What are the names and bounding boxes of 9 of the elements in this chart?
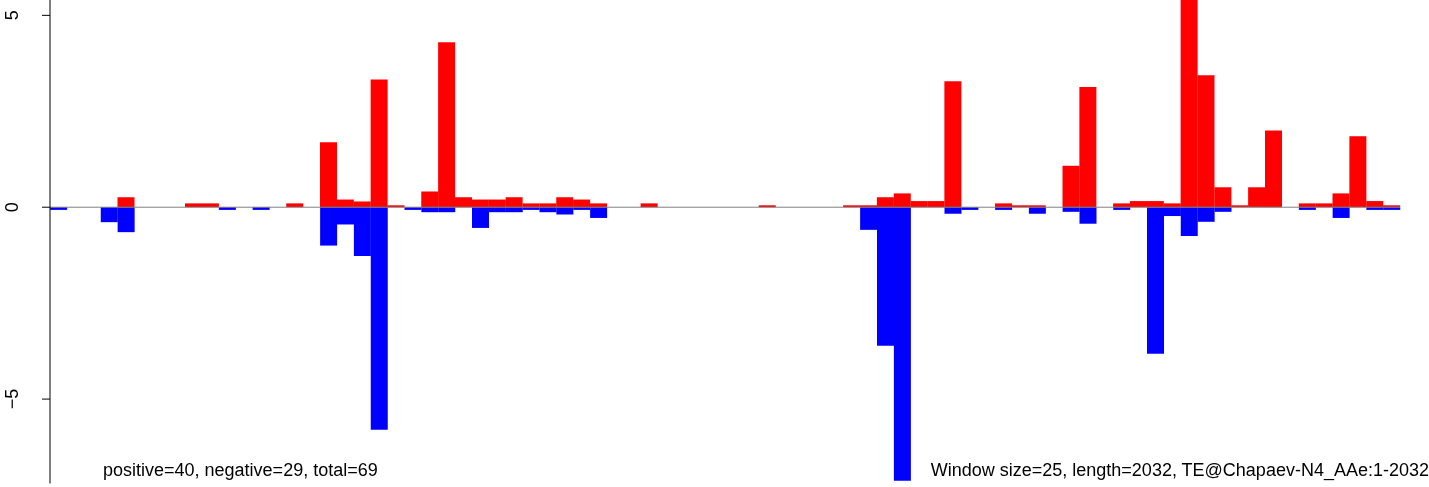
y-tick-label: 5	[2, 10, 22, 21]
annotation: positive=40, negative=29, total=69	[103, 460, 378, 481]
bar	[286, 203, 304, 208]
y-tick-label: −5	[2, 388, 22, 410]
bar	[640, 203, 658, 208]
annotation: Window size=25, length=2032, TE@Chapaev-N4_AAe:1-2032	[930, 460, 1429, 481]
bar	[1332, 207, 1350, 218]
y-tick-label: 0	[2, 202, 22, 213]
bar	[117, 197, 135, 208]
